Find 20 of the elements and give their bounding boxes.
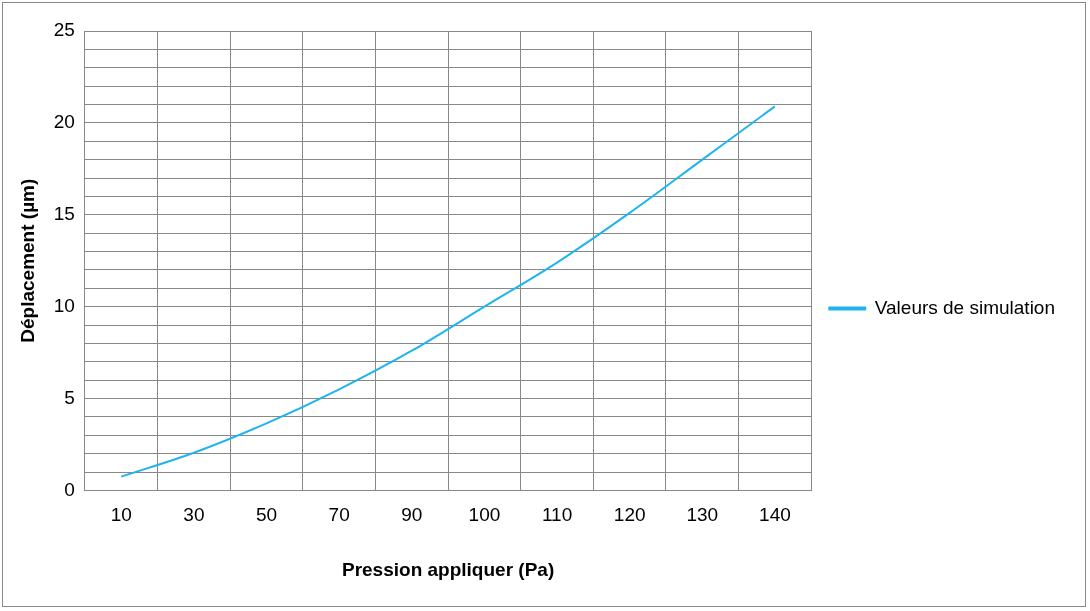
- y-axis-title: Déplacement (µm): [16, 178, 38, 343]
- x-axis-title: Pression appliquer (Pa): [341, 558, 555, 580]
- x-tick-label: 30: [183, 504, 205, 526]
- x-tick-label: 110: [541, 504, 573, 526]
- y-tick-label: 25: [53, 19, 75, 41]
- x-tick-label: 130: [686, 504, 719, 526]
- legend-label: Valeurs de simulation: [874, 296, 1056, 318]
- y-tick-label: 15: [53, 202, 75, 224]
- x-tick-label: 50: [255, 504, 278, 526]
- y-tick-label: 0: [64, 478, 75, 500]
- y-tick-label: 5: [64, 386, 75, 408]
- line-series: [120, 105, 776, 478]
- y-tick-label: 10: [53, 294, 75, 316]
- y-tick-label: 20: [53, 111, 75, 133]
- x-tick-label: 70: [328, 504, 350, 526]
- x-tick-label: 120: [613, 504, 646, 526]
- x-tick-label: 10: [110, 504, 132, 526]
- x-tick-label: 100: [468, 504, 501, 526]
- x-tick-label: 90: [401, 504, 423, 526]
- x-tick-label: 140: [759, 504, 791, 526]
